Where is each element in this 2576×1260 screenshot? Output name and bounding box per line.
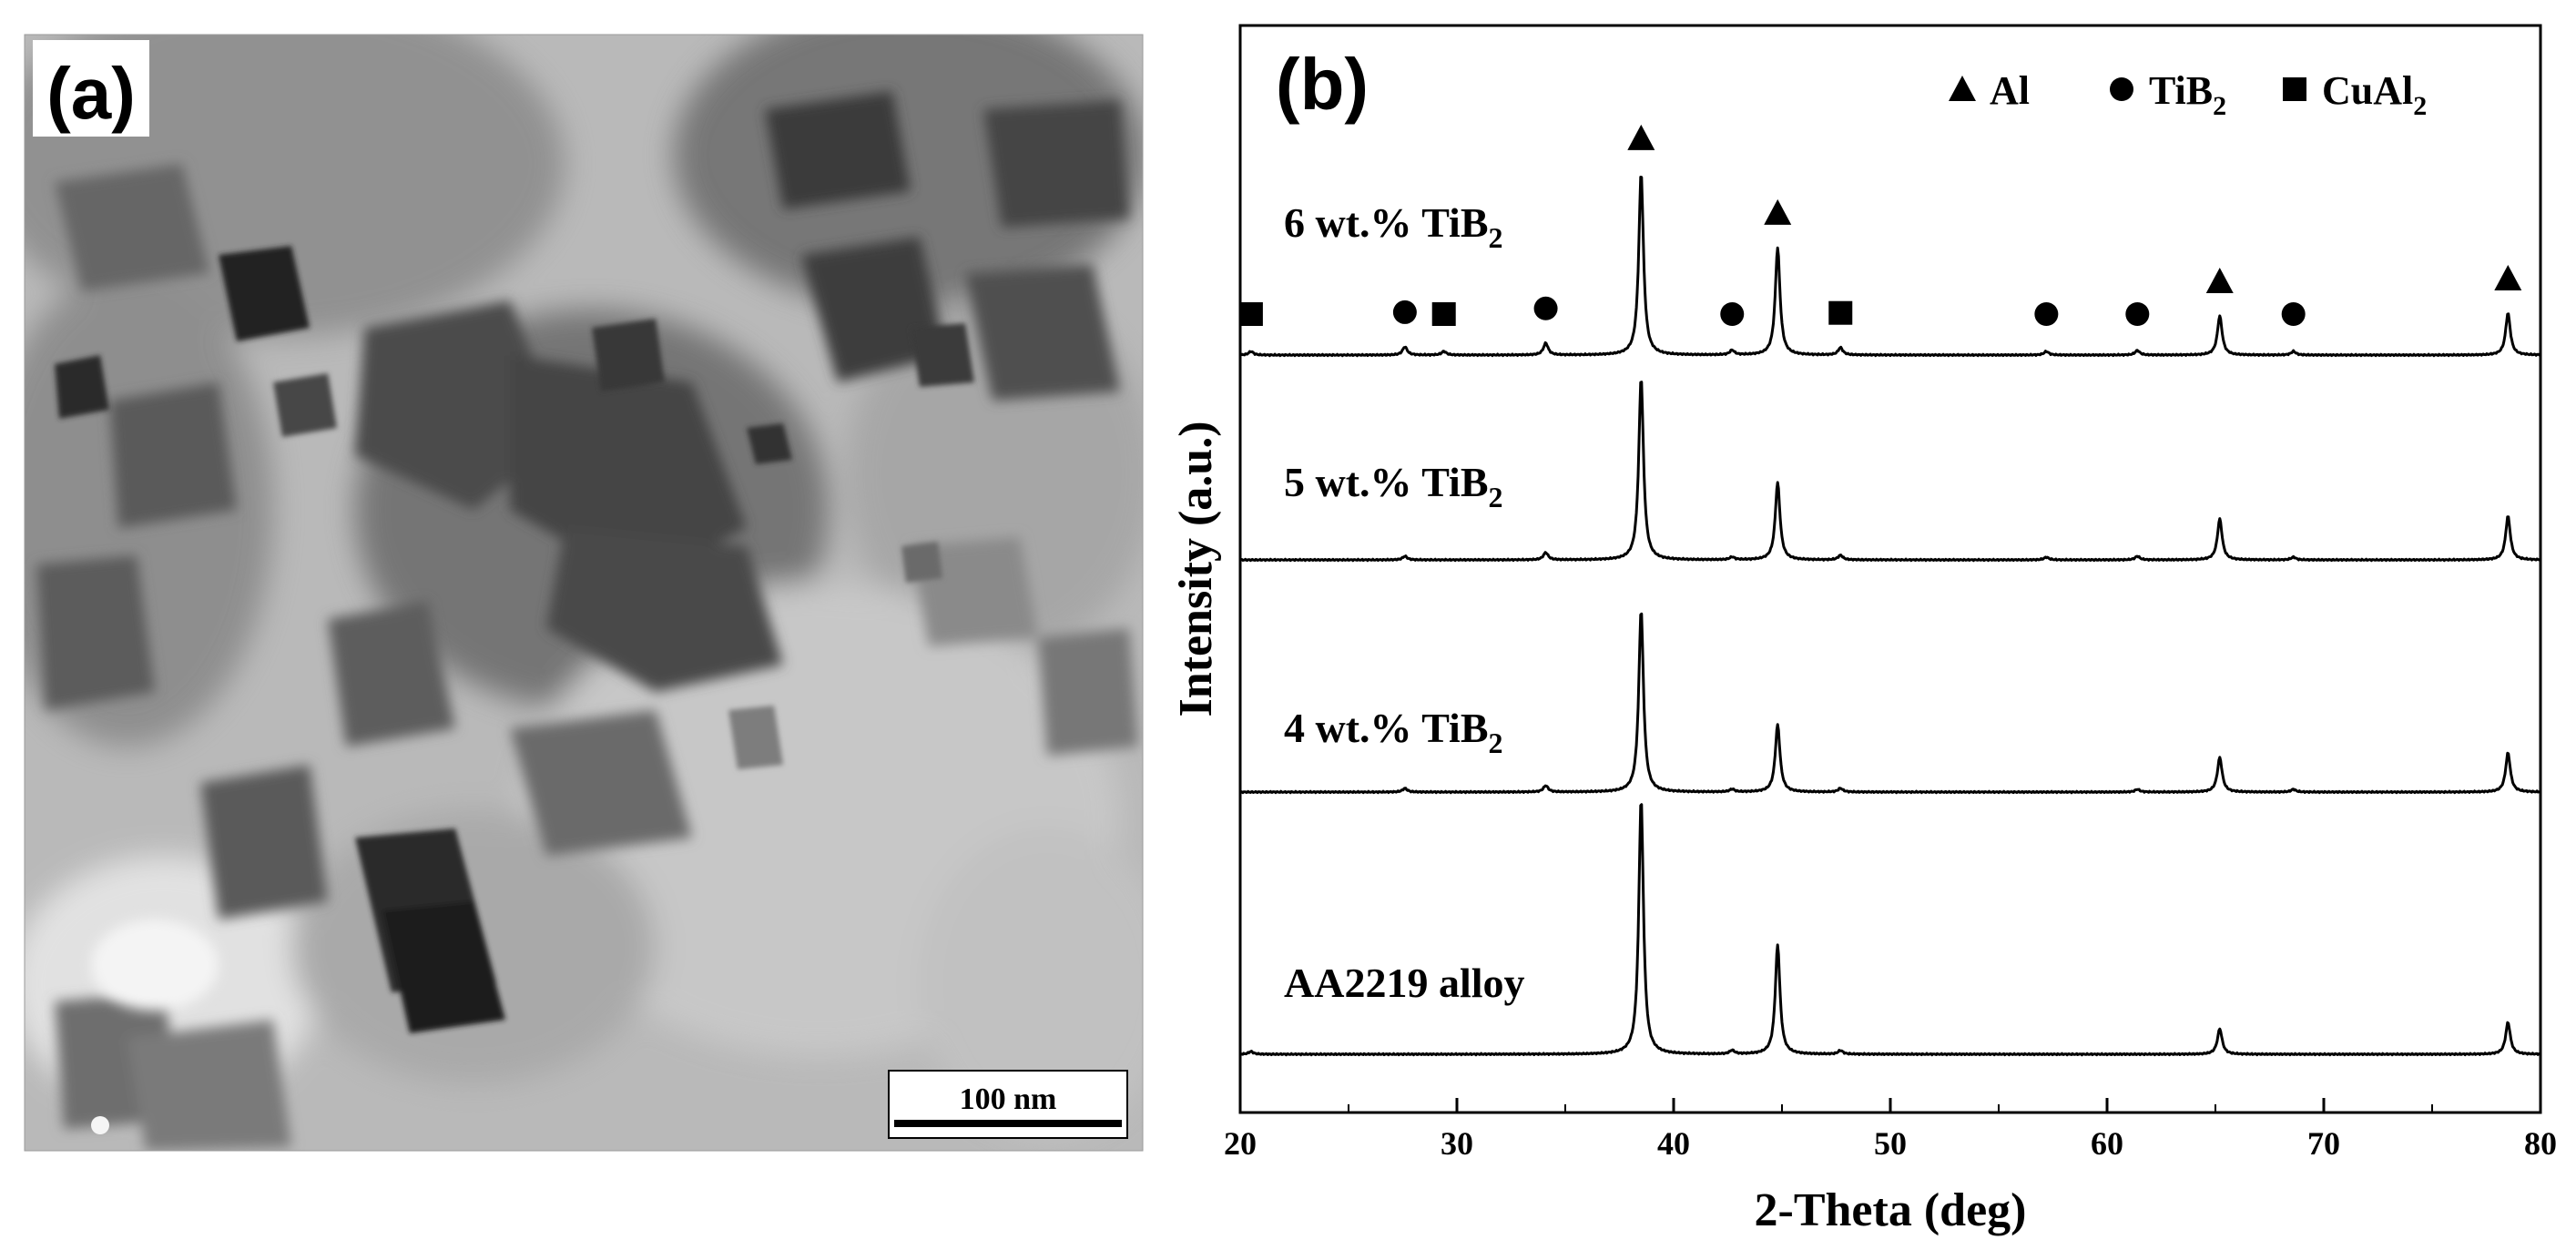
phase-marker-circle-11	[2281, 302, 2306, 326]
legend: Al TiB2 CuAl2	[1949, 68, 2427, 121]
series-label-text-0: 6 wt.% TiB	[1284, 199, 1489, 246]
series-label-text-2: 4 wt.% TiB	[1284, 705, 1489, 751]
xrd-chart-panel: (b) 20 30 40 50 60 70 80 2-Theta (deg) Intensi…	[1170, 24, 2557, 1236]
phase-marker-circle-1	[1392, 300, 1417, 324]
phase-markers	[1238, 124, 2522, 326]
phase-marker-circle-9	[2125, 302, 2150, 326]
series-label-text-1: 5 wt.% TiB	[1284, 459, 1489, 505]
series-label-3: AA2219 alloy	[1284, 960, 1525, 1006]
series-line-3	[1239, 803, 2541, 1057]
phase-marker-circle-5	[1720, 302, 1745, 326]
series-label-text-3: AA2219 alloy	[1284, 960, 1525, 1006]
x-tick-label-20: 20	[1224, 1125, 1257, 1162]
legend-marker-square	[2283, 77, 2306, 101]
panel-a-label: (a)	[46, 53, 136, 134]
series-label-subscript-0: 2	[1489, 221, 1503, 254]
x-tick-label-60: 60	[2091, 1125, 2123, 1162]
series-line-2	[1239, 612, 2541, 795]
legend-label-0: Al	[1990, 68, 2030, 113]
phase-marker-triangle-10	[2205, 267, 2234, 293]
series-label-2: 4 wt.% TiB2	[1284, 705, 1503, 759]
legend-label-text-2: CuAl	[2322, 68, 2413, 113]
phase-marker-square-7	[1828, 300, 1853, 325]
tem-micrograph-image	[25, 35, 1143, 1151]
series-label-subscript-1: 2	[1489, 481, 1503, 513]
scale-bar-label: 100 nm	[960, 1082, 1057, 1116]
panel-b-label: (b)	[1276, 44, 1369, 125]
x-axis-label: 2-Theta (deg)	[1755, 1184, 2027, 1236]
tem-micrograph-panel: (a) 100 nm	[24, 34, 1144, 1152]
legend-marker-circle	[2110, 77, 2133, 101]
phase-marker-square-2	[1431, 302, 1456, 326]
phase-marker-triangle-6	[1764, 198, 1792, 225]
phase-marker-triangle-4	[1627, 124, 1655, 150]
x-tick-label-80: 80	[2524, 1125, 2557, 1162]
x-tick-label-40: 40	[1657, 1125, 1690, 1162]
series-label-subscript-2: 2	[1489, 727, 1503, 759]
y-axis-label: Intensity (a.u.)	[1170, 421, 1222, 716]
x-tick-label-30: 30	[1441, 1125, 1473, 1162]
x-axis: 20 30 40 50 60 70 80	[1224, 1098, 2557, 1162]
phase-marker-circle-3	[1533, 296, 1558, 320]
panel-a-label-background	[33, 40, 149, 137]
legend-label-text-1: TiB	[2149, 68, 2213, 113]
plot-frame	[1238, 24, 2542, 1114]
phase-marker-triangle-12	[2494, 264, 2522, 290]
x-tick-label-50: 50	[1874, 1125, 1907, 1162]
series-label-0: 6 wt.% TiB2	[1284, 199, 1503, 254]
series-line-0	[1239, 176, 2541, 358]
x-tick-label-70: 70	[2307, 1125, 2340, 1162]
series-line-1	[1238, 381, 2541, 563]
phase-marker-square-0	[1238, 302, 1263, 326]
legend-label-1: TiB2	[2149, 68, 2226, 121]
phase-marker-circle-8	[2034, 302, 2059, 326]
legend-label-subscript-2: 2	[2413, 91, 2427, 121]
legend-marker-triangle	[1949, 76, 1976, 101]
scale-bar-line	[894, 1120, 1122, 1127]
legend-label-subscript-1: 2	[2213, 91, 2226, 121]
legend-label-text-0: Al	[1990, 68, 2030, 113]
series-label-1: 5 wt.% TiB2	[1284, 459, 1503, 513]
legend-label-2: CuAl2	[2322, 68, 2427, 121]
